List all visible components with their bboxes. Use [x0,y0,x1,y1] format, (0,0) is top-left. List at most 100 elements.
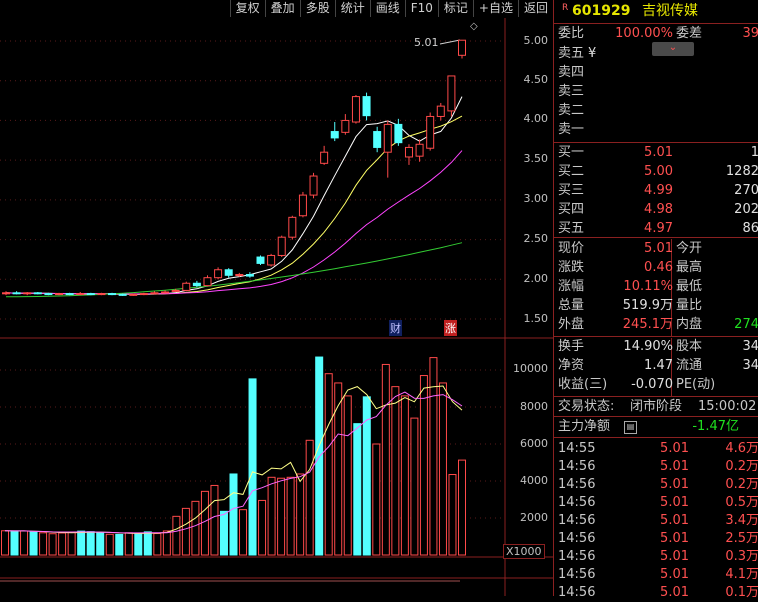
main-flow-row[interactable]: 主力净额 ▤ -1.47亿 [554,418,758,436]
buy-level-label: 买五 [558,221,585,236]
tick-time: 14:56 [558,585,596,600]
candle-body [373,131,382,148]
main-flow-value: -1.47亿 [692,419,739,434]
buy-level-label: 买四 [558,202,585,217]
candle-body [309,175,318,196]
stat-value: 1.47 [644,358,673,373]
stat-label: 总量 [558,298,585,313]
stat-label: 内盘 [676,317,703,332]
tick-volume: 0.3万 [725,549,758,564]
volume-bar [362,396,371,556]
calculator-icon[interactable]: ▤ [624,421,637,434]
high-price-marker: 5.01 [414,36,439,49]
candle-body [224,269,233,276]
tick-time: 14:56 [558,567,596,582]
candle-body [436,105,445,117]
toolbar: 复权 叠加 多股 统计 画线 F10 标记 +自选 返回 [0,0,553,18]
volume-bar [448,474,457,556]
sell-level-row: 卖二 [554,102,758,120]
tick-row: 14:56 5.01 0.2万 [554,476,758,494]
buy-level-volume: 1 [750,145,758,160]
volume-bar [143,531,152,556]
mark-button[interactable]: 标记 [437,0,473,17]
quote-stat-row: 外盘 245.1万 内盘 274 [554,316,758,334]
quote-stat-row: 总量 519.9万 量比 [554,297,758,315]
weibi-value: 100.00% [615,26,673,41]
candle-body [44,293,53,296]
stat-label: 股本 [676,339,703,354]
stat-value: 34 [742,339,758,354]
tick-time: 14:56 [558,531,596,546]
f10-button[interactable]: F10 [404,0,438,17]
buy-level-volume: 270 [734,183,758,198]
tick-price: 5.01 [660,549,689,564]
tick-volume: 4.1万 [725,567,758,582]
candle-body [161,291,170,294]
draw-line-button[interactable]: 画线 [369,0,405,17]
tick-row: 14:55 5.01 4.6万 [554,440,758,458]
buy-level-label: 买二 [558,164,585,179]
buy-level-price: 4.99 [644,183,673,198]
tick-price: 5.01 [660,567,689,582]
overlay-button[interactable]: 叠加 [264,0,300,17]
volume-bar [438,382,447,556]
tick-time: 14:56 [558,495,596,510]
weicha-label: 委差 [676,26,703,41]
buy-level-label: 买一 [558,145,585,160]
trade-status-value: 闭市阶段 [630,399,683,414]
candle-body [256,256,265,264]
kline-chart[interactable] [0,0,553,596]
volume-bar [58,532,67,556]
sell-level-row: 卖四 [554,64,758,82]
volume-bar [39,532,48,556]
volume-tick: 6000 [520,437,548,450]
volume-bar [77,530,86,556]
statistics-button[interactable]: 统计 [334,0,370,17]
volume-bar [267,476,276,556]
stat-label: 量比 [676,298,703,313]
sell-level-row: 卖一 [554,121,758,139]
buy-level-volume: 86 [742,221,758,236]
trade-status-row: 交易状态: 闭市阶段 15:00:02 [554,398,758,416]
quote-stat-row: 现价 5.01 今开 [554,240,758,258]
sell-level-label: 卖四 [558,65,585,80]
sell-level-label: 卖三 [558,84,585,99]
volume-unit: X1000 [503,544,545,559]
back-button[interactable]: 返回 [517,0,553,17]
multi-stock-button[interactable]: 多股 [299,0,335,17]
tick-volume: 0.1万 [725,585,758,600]
stat-label: 涨跌 [558,260,585,275]
volume-bar [172,515,181,556]
sell-level-label: 卖一 [558,122,585,137]
candle-body [97,293,106,296]
collapse-chevron-icon[interactable]: ⌄ [652,42,694,56]
limit-up-event[interactable]: 涨 [444,320,457,336]
candle-body [129,293,138,296]
quote-stat-row: 换手 14.90% 股本 34 [554,338,758,356]
candle-body [458,39,466,56]
candle-body [65,293,74,296]
candle-body [298,194,307,217]
stat-label: 最高 [676,260,703,275]
volume-bar [458,459,466,556]
candle-body [415,143,424,157]
trade-status-label: 交易状态: [558,399,615,414]
buy-level-price: 5.01 [644,145,673,160]
candle-body [330,131,339,139]
weibi-row: 委比 100.00% 委差 39 [554,25,758,43]
financial-report-event[interactable]: 财 [389,320,402,336]
stock-header: R 601929 吉视传媒 [554,2,758,20]
stat-value: 274 [734,317,758,332]
candle-body [235,274,244,277]
restore-rights-button[interactable]: 复权 [229,0,265,17]
weicha-value: 39 [742,26,758,41]
tick-time: 14:56 [558,549,596,564]
volume-bar [305,439,314,556]
add-watchlist-button[interactable]: +自选 [472,0,518,17]
chart-area[interactable]: 复权 叠加 多股 统计 画线 F10 标记 +自选 返回 5.00 4.50 4… [0,0,553,596]
stat-value: 34 [742,358,758,373]
volume-bar [67,531,76,556]
diamond-icon[interactable]: ◇ [470,21,478,32]
candle-body [288,216,297,238]
buy-level-volume: 1282 [725,164,758,179]
